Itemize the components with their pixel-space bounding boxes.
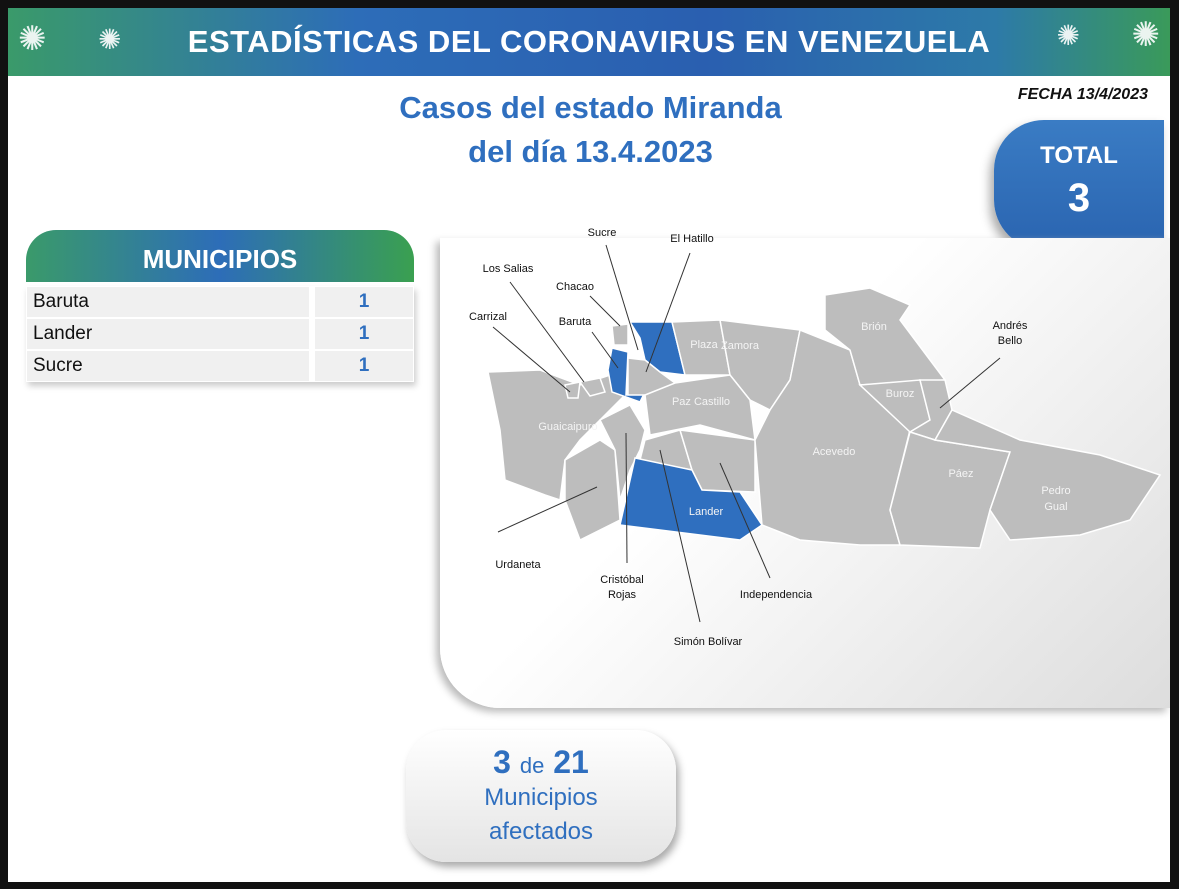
map-label: Plaza xyxy=(690,339,718,351)
title-line: Casos del estado Miranda xyxy=(399,90,782,125)
municipio-los-salias xyxy=(578,377,606,397)
map-label: Guaicaipuro xyxy=(538,421,597,433)
virus-icon: ✺ xyxy=(98,24,122,55)
callout-line xyxy=(589,295,621,327)
callout-label: Carrizal xyxy=(469,311,507,323)
affected-line1: Municipios xyxy=(484,784,598,811)
date-label: FECHA 13/4/2023 xyxy=(1017,86,1148,103)
callout-line xyxy=(591,331,619,369)
table-row: Lander 1 xyxy=(26,318,414,350)
callout-label: Independencia xyxy=(740,589,813,601)
callout-line xyxy=(719,462,771,579)
callout-line xyxy=(497,486,598,533)
callout-line xyxy=(939,357,1001,409)
callout-label: Chacao xyxy=(556,281,594,293)
affected-line2: afectados xyxy=(488,818,594,845)
virus-icon: ✺ xyxy=(18,20,47,58)
map-label: Buroz xyxy=(886,388,915,400)
callout-line xyxy=(659,449,701,623)
infographic: ✺ ✺ ESTADÍSTICAS DEL CORONAVIRUS EN VENE… xyxy=(8,8,1170,882)
map-label: Gual xyxy=(1044,501,1067,513)
total-value: 3 xyxy=(1067,176,1091,220)
map-label: Paz Castillo xyxy=(672,396,730,408)
callout-label: Andrés xyxy=(993,320,1028,332)
affected-summary: 3 de 21 Municipios afectados xyxy=(406,730,676,862)
miranda-map: Plaza Zamora Brión Buroz Paz Castillo Guaicai… xyxy=(469,227,1162,648)
banner-title: ESTADÍSTICAS DEL CORONAVIRUS EN VENEZUEL… xyxy=(187,24,991,59)
municipio-name: Baruta xyxy=(26,286,310,318)
callout-label: Rojas xyxy=(608,589,637,601)
total-municipios: 21 xyxy=(553,744,589,780)
municipios-table: Baruta 1 Lander 1 Sucre 1 xyxy=(26,286,414,382)
municipio-count: 1 xyxy=(314,318,414,350)
municipio-count: 1 xyxy=(314,286,414,318)
callout-label: Bello xyxy=(998,335,1022,347)
map-label: Acevedo xyxy=(813,446,856,458)
municipio-count: 1 xyxy=(314,350,414,382)
callout-line xyxy=(625,432,628,564)
total-badge: TOTAL 3 xyxy=(994,120,1164,250)
total-label: TOTAL xyxy=(1040,142,1118,169)
table-row: Baruta 1 xyxy=(26,286,414,318)
municipio-name: Lander xyxy=(26,318,310,350)
virus-icon: ✺ xyxy=(1056,20,1080,51)
municipio-carrizal xyxy=(564,381,581,399)
municipio-chacao xyxy=(611,323,629,346)
municipios-heading: MUNICIPIOS xyxy=(26,230,414,282)
callout-label: Simón Bolívar xyxy=(674,636,743,648)
callout-label: Los Salias xyxy=(483,263,534,275)
municipio-pedro-gual xyxy=(933,409,1162,541)
de-label: de xyxy=(519,753,545,778)
municipio-name: Sucre xyxy=(26,350,310,382)
callout-label: El Hatillo xyxy=(670,233,713,245)
callout-label: Urdaneta xyxy=(495,559,541,571)
map-label: Pedro xyxy=(1041,485,1070,497)
callout-label: Cristóbal xyxy=(600,574,643,586)
page-title: Casos del estado Miranda del día 13.4.20… xyxy=(308,86,873,174)
title-line: del día 13.4.2023 xyxy=(468,134,713,169)
callout-label: Sucre xyxy=(588,227,617,239)
callout-line xyxy=(605,244,639,351)
callout-line xyxy=(645,252,691,373)
map-label: Lander xyxy=(689,506,724,518)
affected-count: 3 xyxy=(493,744,511,780)
map-label: Páez xyxy=(948,468,973,480)
callout-line xyxy=(492,326,571,393)
virus-icon: ✺ xyxy=(1131,16,1161,54)
municipio-urdaneta xyxy=(564,439,621,542)
map-label: Brión xyxy=(861,321,887,333)
callout-label: Baruta xyxy=(559,316,592,328)
map-label: Zamora xyxy=(721,340,760,352)
banner: ✺ ✺ ESTADÍSTICAS DEL CORONAVIRUS EN VENE… xyxy=(8,8,1170,76)
callout-line xyxy=(509,281,585,383)
municipio-lander xyxy=(619,457,764,541)
municipio-paz-castillo xyxy=(644,374,756,442)
table-row: Sucre 1 xyxy=(26,350,414,382)
